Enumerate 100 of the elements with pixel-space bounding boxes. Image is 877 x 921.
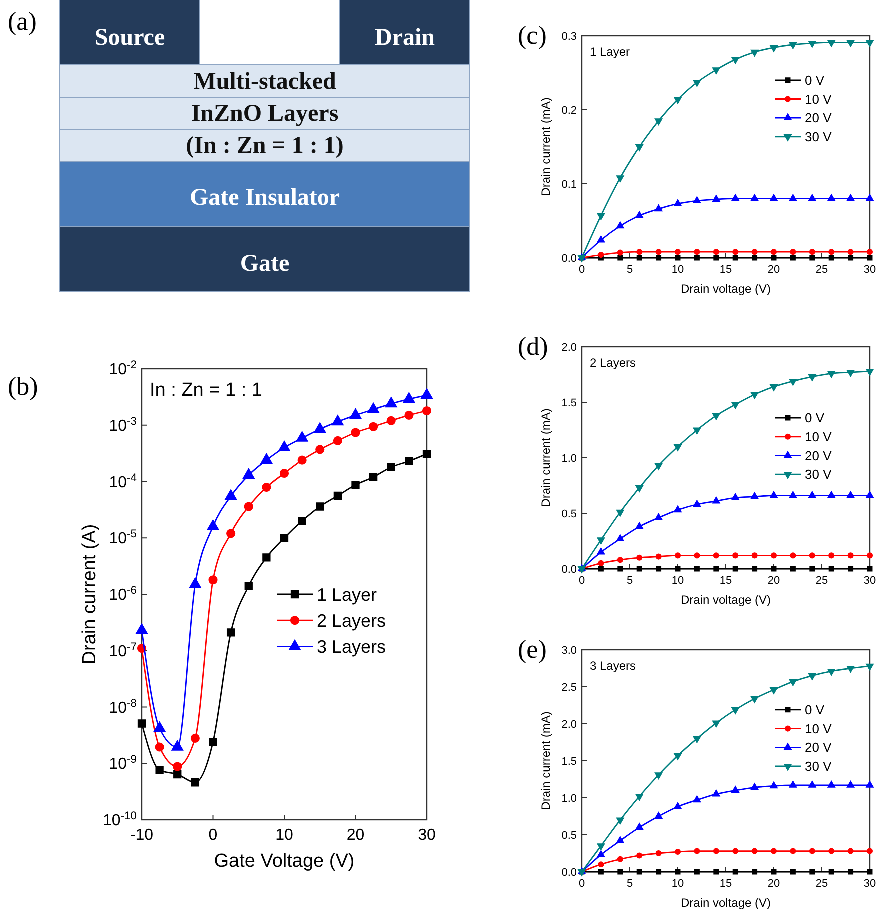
- point: [191, 778, 200, 787]
- point: [616, 176, 624, 183]
- point: [598, 869, 604, 875]
- x-tick-label: 0: [578, 878, 586, 890]
- point: [770, 194, 778, 202]
- y-tick-label: 2.0: [562, 342, 577, 354]
- legend-label: 20 V: [805, 740, 832, 756]
- point: [752, 566, 758, 572]
- y-axis-title: Drain current (A): [80, 524, 101, 665]
- legend-label: 0 V: [805, 410, 825, 426]
- point: [636, 211, 644, 218]
- point: [732, 249, 739, 256]
- point: [262, 554, 271, 562]
- point: [422, 406, 432, 416]
- point: [636, 869, 642, 875]
- x-tick-label: 10: [672, 264, 684, 276]
- point: [369, 473, 378, 482]
- point: [693, 196, 702, 204]
- point: [352, 481, 360, 490]
- text: Gate: [240, 251, 290, 277]
- y-tick-label: 1.5: [562, 756, 577, 768]
- point: [693, 80, 702, 88]
- point: [674, 753, 682, 760]
- annotation: In : Zn = 1 : 1: [150, 380, 262, 401]
- point: [808, 374, 816, 382]
- y-tick-label: 10$^{-8}$: [109, 698, 137, 717]
- point: [713, 848, 720, 854]
- x-tick-label: 20: [346, 827, 365, 844]
- point: [750, 696, 759, 704]
- point: [866, 249, 874, 256]
- point: [244, 582, 253, 590]
- point: [770, 782, 778, 789]
- y-tick-label: 0.5: [562, 508, 577, 520]
- point: [846, 780, 855, 788]
- point: [654, 812, 663, 819]
- legend-label: 3 Layers: [317, 637, 386, 657]
- x-tick-label: 0: [208, 827, 218, 844]
- point: [386, 416, 396, 426]
- text: (In : Zn = 1 : 1): [186, 133, 344, 159]
- point: [138, 720, 146, 728]
- point: [387, 463, 396, 472]
- point: [636, 566, 642, 572]
- point: [770, 552, 778, 559]
- point: [636, 794, 644, 801]
- point: [809, 249, 816, 256]
- point: [226, 628, 236, 637]
- point: [790, 249, 796, 256]
- point: [280, 534, 289, 542]
- point: [350, 408, 362, 420]
- point: [848, 249, 854, 256]
- point: [808, 194, 816, 202]
- point: [136, 624, 148, 634]
- point: [846, 491, 855, 498]
- chart-title: (d): [518, 332, 548, 361]
- legend-label: 2 Layers: [317, 610, 386, 631]
- y-tick-label: 1.5: [562, 397, 577, 410]
- point: [808, 40, 816, 48]
- point: [656, 249, 662, 256]
- y-tick-label: 10$^{-10}$: [103, 810, 137, 830]
- point: [846, 666, 855, 673]
- y-tick-label: 0.2: [562, 104, 577, 117]
- point: [770, 384, 778, 392]
- point: [713, 552, 720, 559]
- point: [674, 444, 682, 452]
- legend-label: 10 V: [805, 721, 832, 736]
- point: [654, 772, 663, 780]
- point: [654, 514, 663, 520]
- point: [207, 520, 220, 530]
- point: [808, 780, 816, 788]
- y-tick-label: 3.0: [562, 644, 577, 657]
- point: [333, 436, 342, 446]
- point: [298, 456, 307, 465]
- point: [403, 392, 416, 403]
- point: [598, 862, 604, 868]
- point: [752, 869, 758, 875]
- y-tick-label: 2.0: [562, 718, 577, 731]
- point: [846, 370, 855, 377]
- point: [598, 566, 604, 572]
- point: [828, 40, 836, 48]
- text: (a): [8, 7, 37, 36]
- legend-label: 30 V: [805, 467, 832, 482]
- point: [712, 720, 720, 728]
- y-tick-label: 1.0: [562, 792, 577, 805]
- point: [368, 402, 380, 414]
- point: [790, 552, 796, 559]
- y-tick-label: 0.0: [562, 866, 577, 879]
- legend-label: 10 V: [805, 92, 832, 107]
- point: [421, 388, 433, 400]
- x-tick-label: 25: [816, 264, 828, 276]
- point: [616, 510, 624, 517]
- point: [674, 552, 682, 559]
- chart-title: (c): [518, 21, 547, 50]
- point: [334, 492, 342, 500]
- point: [866, 194, 874, 202]
- point: [636, 823, 644, 830]
- point: [770, 249, 778, 256]
- y-tick-label: 0.3: [562, 30, 577, 43]
- y-tick-label: 0.0: [562, 252, 577, 265]
- point: [732, 494, 740, 500]
- text: Gate Insulator: [190, 185, 340, 211]
